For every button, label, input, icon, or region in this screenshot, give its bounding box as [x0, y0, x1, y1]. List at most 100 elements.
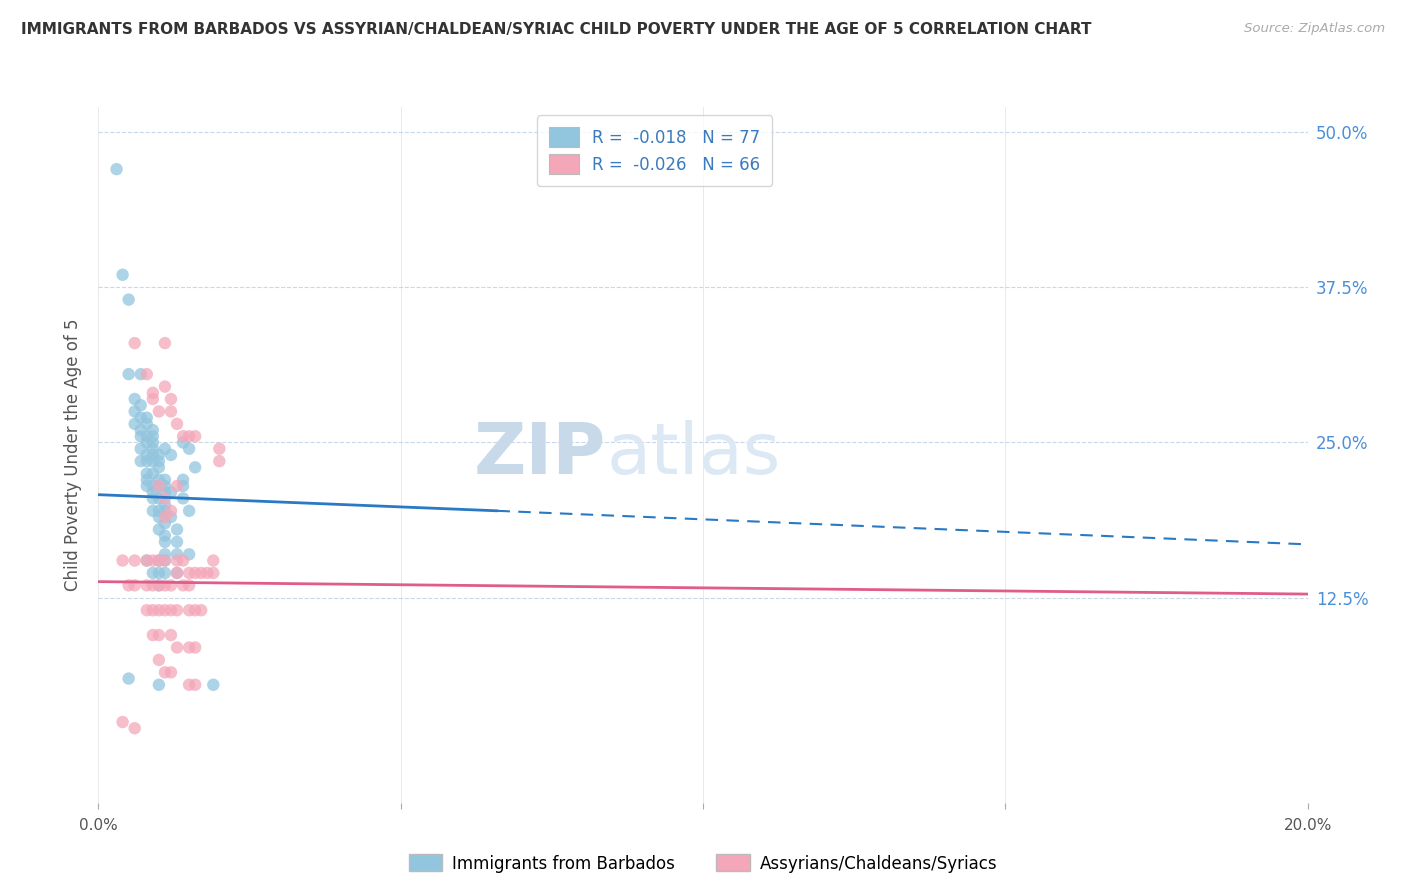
Point [202, 678, 225, 692]
Point [160, 504, 183, 518]
Point [135, 603, 157, 617]
Point [129, 367, 152, 381]
Point [142, 392, 165, 406]
Point [142, 603, 165, 617]
Point [142, 479, 165, 493]
Point [208, 442, 231, 456]
Point [160, 510, 183, 524]
Point [135, 553, 157, 567]
Point [166, 566, 188, 580]
Point [184, 566, 207, 580]
Point [135, 467, 157, 481]
Point [142, 504, 165, 518]
Point [179, 547, 201, 561]
Point [153, 603, 176, 617]
Point [202, 553, 225, 567]
Text: ZIP: ZIP [474, 420, 606, 490]
Point [160, 392, 183, 406]
Point [118, 293, 141, 307]
Point [153, 479, 176, 493]
Text: 20.0%: 20.0% [1284, 818, 1331, 833]
Point [166, 553, 188, 567]
Point [153, 547, 176, 561]
Point [148, 523, 170, 537]
Point [124, 404, 146, 418]
Point [129, 442, 152, 456]
Point [124, 578, 146, 592]
Point [148, 553, 170, 567]
Point [179, 578, 201, 592]
Point [148, 479, 170, 493]
Point [172, 435, 194, 450]
Point [172, 479, 194, 493]
Point [153, 485, 176, 500]
Point [124, 392, 146, 406]
Point [135, 417, 157, 431]
Point [160, 448, 183, 462]
Point [111, 553, 134, 567]
Text: atlas: atlas [606, 420, 780, 490]
Point [142, 435, 165, 450]
Point [166, 417, 188, 431]
Point [148, 678, 170, 692]
Point [190, 603, 212, 617]
Point [208, 454, 231, 468]
Point [160, 404, 183, 418]
Point [179, 442, 201, 456]
Point [129, 454, 152, 468]
Text: Source: ZipAtlas.com: Source: ZipAtlas.com [1244, 22, 1385, 36]
Point [179, 603, 201, 617]
Point [135, 578, 157, 592]
Point [153, 566, 176, 580]
Point [148, 603, 170, 617]
Point [135, 435, 157, 450]
Legend: R =  -0.018   N = 77, R =  -0.026   N = 66: R = -0.018 N = 77, R = -0.026 N = 66 [537, 115, 772, 186]
Point [142, 566, 165, 580]
Point [184, 603, 207, 617]
Point [166, 603, 188, 617]
Point [184, 640, 207, 655]
Point [184, 460, 207, 475]
Point [135, 454, 157, 468]
Point [166, 547, 188, 561]
Point [129, 398, 152, 412]
Point [135, 410, 157, 425]
Point [135, 429, 157, 443]
Point [172, 578, 194, 592]
Point [142, 454, 165, 468]
Point [148, 653, 170, 667]
Point [142, 448, 165, 462]
Y-axis label: Child Poverty Under the Age of 5: Child Poverty Under the Age of 5 [65, 318, 83, 591]
Point [153, 491, 176, 506]
Point [172, 429, 194, 443]
Point [142, 578, 165, 592]
Point [166, 523, 188, 537]
Point [153, 553, 176, 567]
Point [202, 566, 225, 580]
Point [142, 442, 165, 456]
Point [148, 504, 170, 518]
Point [148, 566, 170, 580]
Point [142, 491, 165, 506]
Point [142, 467, 165, 481]
Point [124, 417, 146, 431]
Point [153, 516, 176, 531]
Point [153, 504, 176, 518]
Point [105, 162, 128, 177]
Point [190, 566, 212, 580]
Point [166, 534, 188, 549]
Point [142, 485, 165, 500]
Point [160, 665, 183, 680]
Text: IMMIGRANTS FROM BARBADOS VS ASSYRIAN/CHALDEAN/SYRIAC CHILD POVERTY UNDER THE AGE: IMMIGRANTS FROM BARBADOS VS ASSYRIAN/CHA… [21, 22, 1091, 37]
Point [153, 336, 176, 351]
Point [153, 473, 176, 487]
Point [153, 529, 176, 543]
Point [148, 454, 170, 468]
Point [184, 429, 207, 443]
Point [153, 578, 176, 592]
Point [111, 714, 134, 729]
Legend: Immigrants from Barbados, Assyrians/Chaldeans/Syriacs: Immigrants from Barbados, Assyrians/Chal… [402, 847, 1004, 880]
Point [148, 491, 170, 506]
Point [153, 665, 176, 680]
Point [142, 553, 165, 567]
